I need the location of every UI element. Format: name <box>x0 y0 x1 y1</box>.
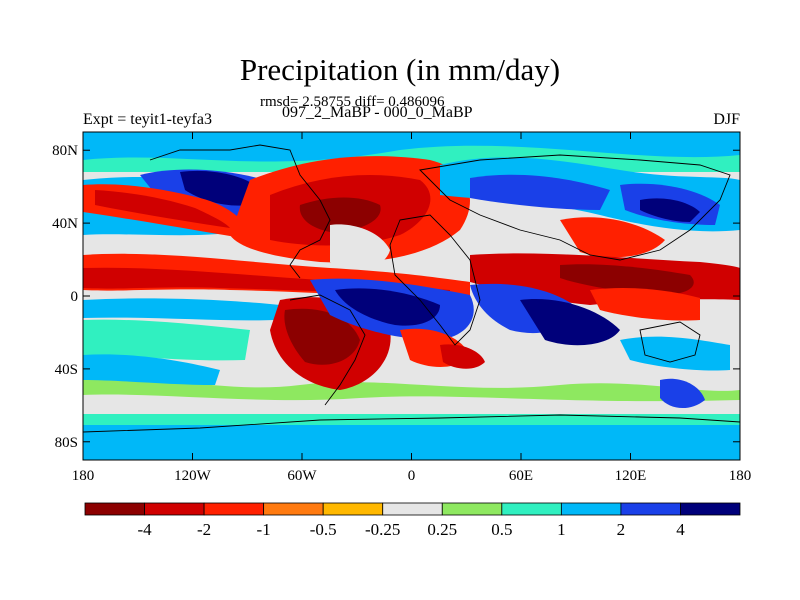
colorbar-swatch <box>620 502 681 516</box>
experiment-label: Expt = teyit1-teyfa3 <box>83 111 212 128</box>
latitude-labels: 80N 40N 0 40S 80S <box>52 143 78 451</box>
colorbar-swatch <box>203 502 265 516</box>
latitude-ticks <box>83 149 740 443</box>
colorbar-swatch <box>322 502 384 516</box>
field-atlantic-grey <box>330 224 390 270</box>
colorbar-swatch <box>560 502 622 516</box>
colorbar-label: 0.5 <box>491 520 512 539</box>
colorbar-swatch <box>501 502 562 516</box>
field-asia-maroon <box>560 264 694 295</box>
field-southpacific-blue <box>660 378 705 409</box>
field-southpacific-cyan <box>83 319 250 361</box>
lon-label: 120W <box>174 468 212 484</box>
longitude-ticks <box>82 132 741 460</box>
colorbar-swatch <box>263 502 324 516</box>
lon-label: 60E <box>509 468 533 484</box>
lat-label: 40N <box>52 216 78 232</box>
colorbar-swatch <box>680 502 741 516</box>
field-southern-grey <box>83 394 740 414</box>
field-maritime-red <box>590 287 700 321</box>
field-australia-blue <box>620 336 730 371</box>
plot-title: Precipitation (in mm/day) <box>239 52 561 87</box>
stats-line: rmsd= 2.58755 diff= 0.486096 <box>260 94 445 110</box>
coast-eurasia <box>419 154 731 261</box>
colorbar <box>84 502 741 516</box>
coast-africa <box>389 214 481 346</box>
map-field <box>83 132 740 460</box>
colorbar-swatch <box>382 502 443 516</box>
season-label: DJF <box>713 111 740 128</box>
field-eurasia-blue <box>470 174 610 210</box>
colorbar-label: 1 <box>557 520 566 539</box>
lat-label: 80N <box>52 143 78 159</box>
colorbar-label: -0.25 <box>365 520 400 539</box>
field-africa-south-darkred <box>440 344 485 369</box>
field-asia-red <box>560 217 665 258</box>
colorbar-label: -0.5 <box>310 520 337 539</box>
coast-south-america <box>289 294 366 406</box>
lat-label: 80S <box>55 435 78 451</box>
field-tropical-blue <box>83 298 280 321</box>
colorbar-label: -1 <box>257 520 271 539</box>
colorbar-label: -4 <box>137 520 152 539</box>
lat-label: 40S <box>55 362 78 378</box>
field-npacific-dark <box>180 170 255 206</box>
colorbar-label: 4 <box>676 520 685 539</box>
field-atlantic-maroon <box>299 197 381 232</box>
field-arctic-blue <box>83 132 740 162</box>
field-npacific-darkred <box>95 190 230 228</box>
coastlines <box>83 144 740 433</box>
lon-label: 120E <box>615 468 647 484</box>
coast-antarctica <box>83 414 740 433</box>
colorbar-swatch <box>144 502 205 516</box>
colorbar-label: 0.25 <box>427 520 457 539</box>
colorbar-swatch <box>84 502 145 516</box>
lon-label: 0 <box>408 468 416 484</box>
colorbar-label: 2 <box>617 520 626 539</box>
experiment-subtitle: 097_2_MaBP - 000_0_MaBP <box>282 104 473 121</box>
field-indian-dark <box>520 299 620 346</box>
lat-label: 0 <box>71 289 79 305</box>
colorbar-label: -2 <box>197 520 211 539</box>
coast-north-america <box>149 144 331 279</box>
longitude-labels: 180 120W 60W 0 60E 120E 180 <box>72 468 752 484</box>
field-samerica-maroon <box>284 308 360 365</box>
field-atlantic-dark <box>335 288 440 326</box>
field-siberia-dark <box>640 198 700 222</box>
coast-australia <box>639 321 701 363</box>
lon-label: 180 <box>729 468 752 484</box>
colorbar-swatch <box>441 502 503 516</box>
colorbar-labels: -4 -2 -1 -0.5 -0.25 0.25 0.5 1 2 4 <box>137 520 685 539</box>
lon-label: 60W <box>287 468 317 484</box>
field-southpacific-lightblue <box>83 354 220 385</box>
lon-label: 180 <box>72 468 95 484</box>
